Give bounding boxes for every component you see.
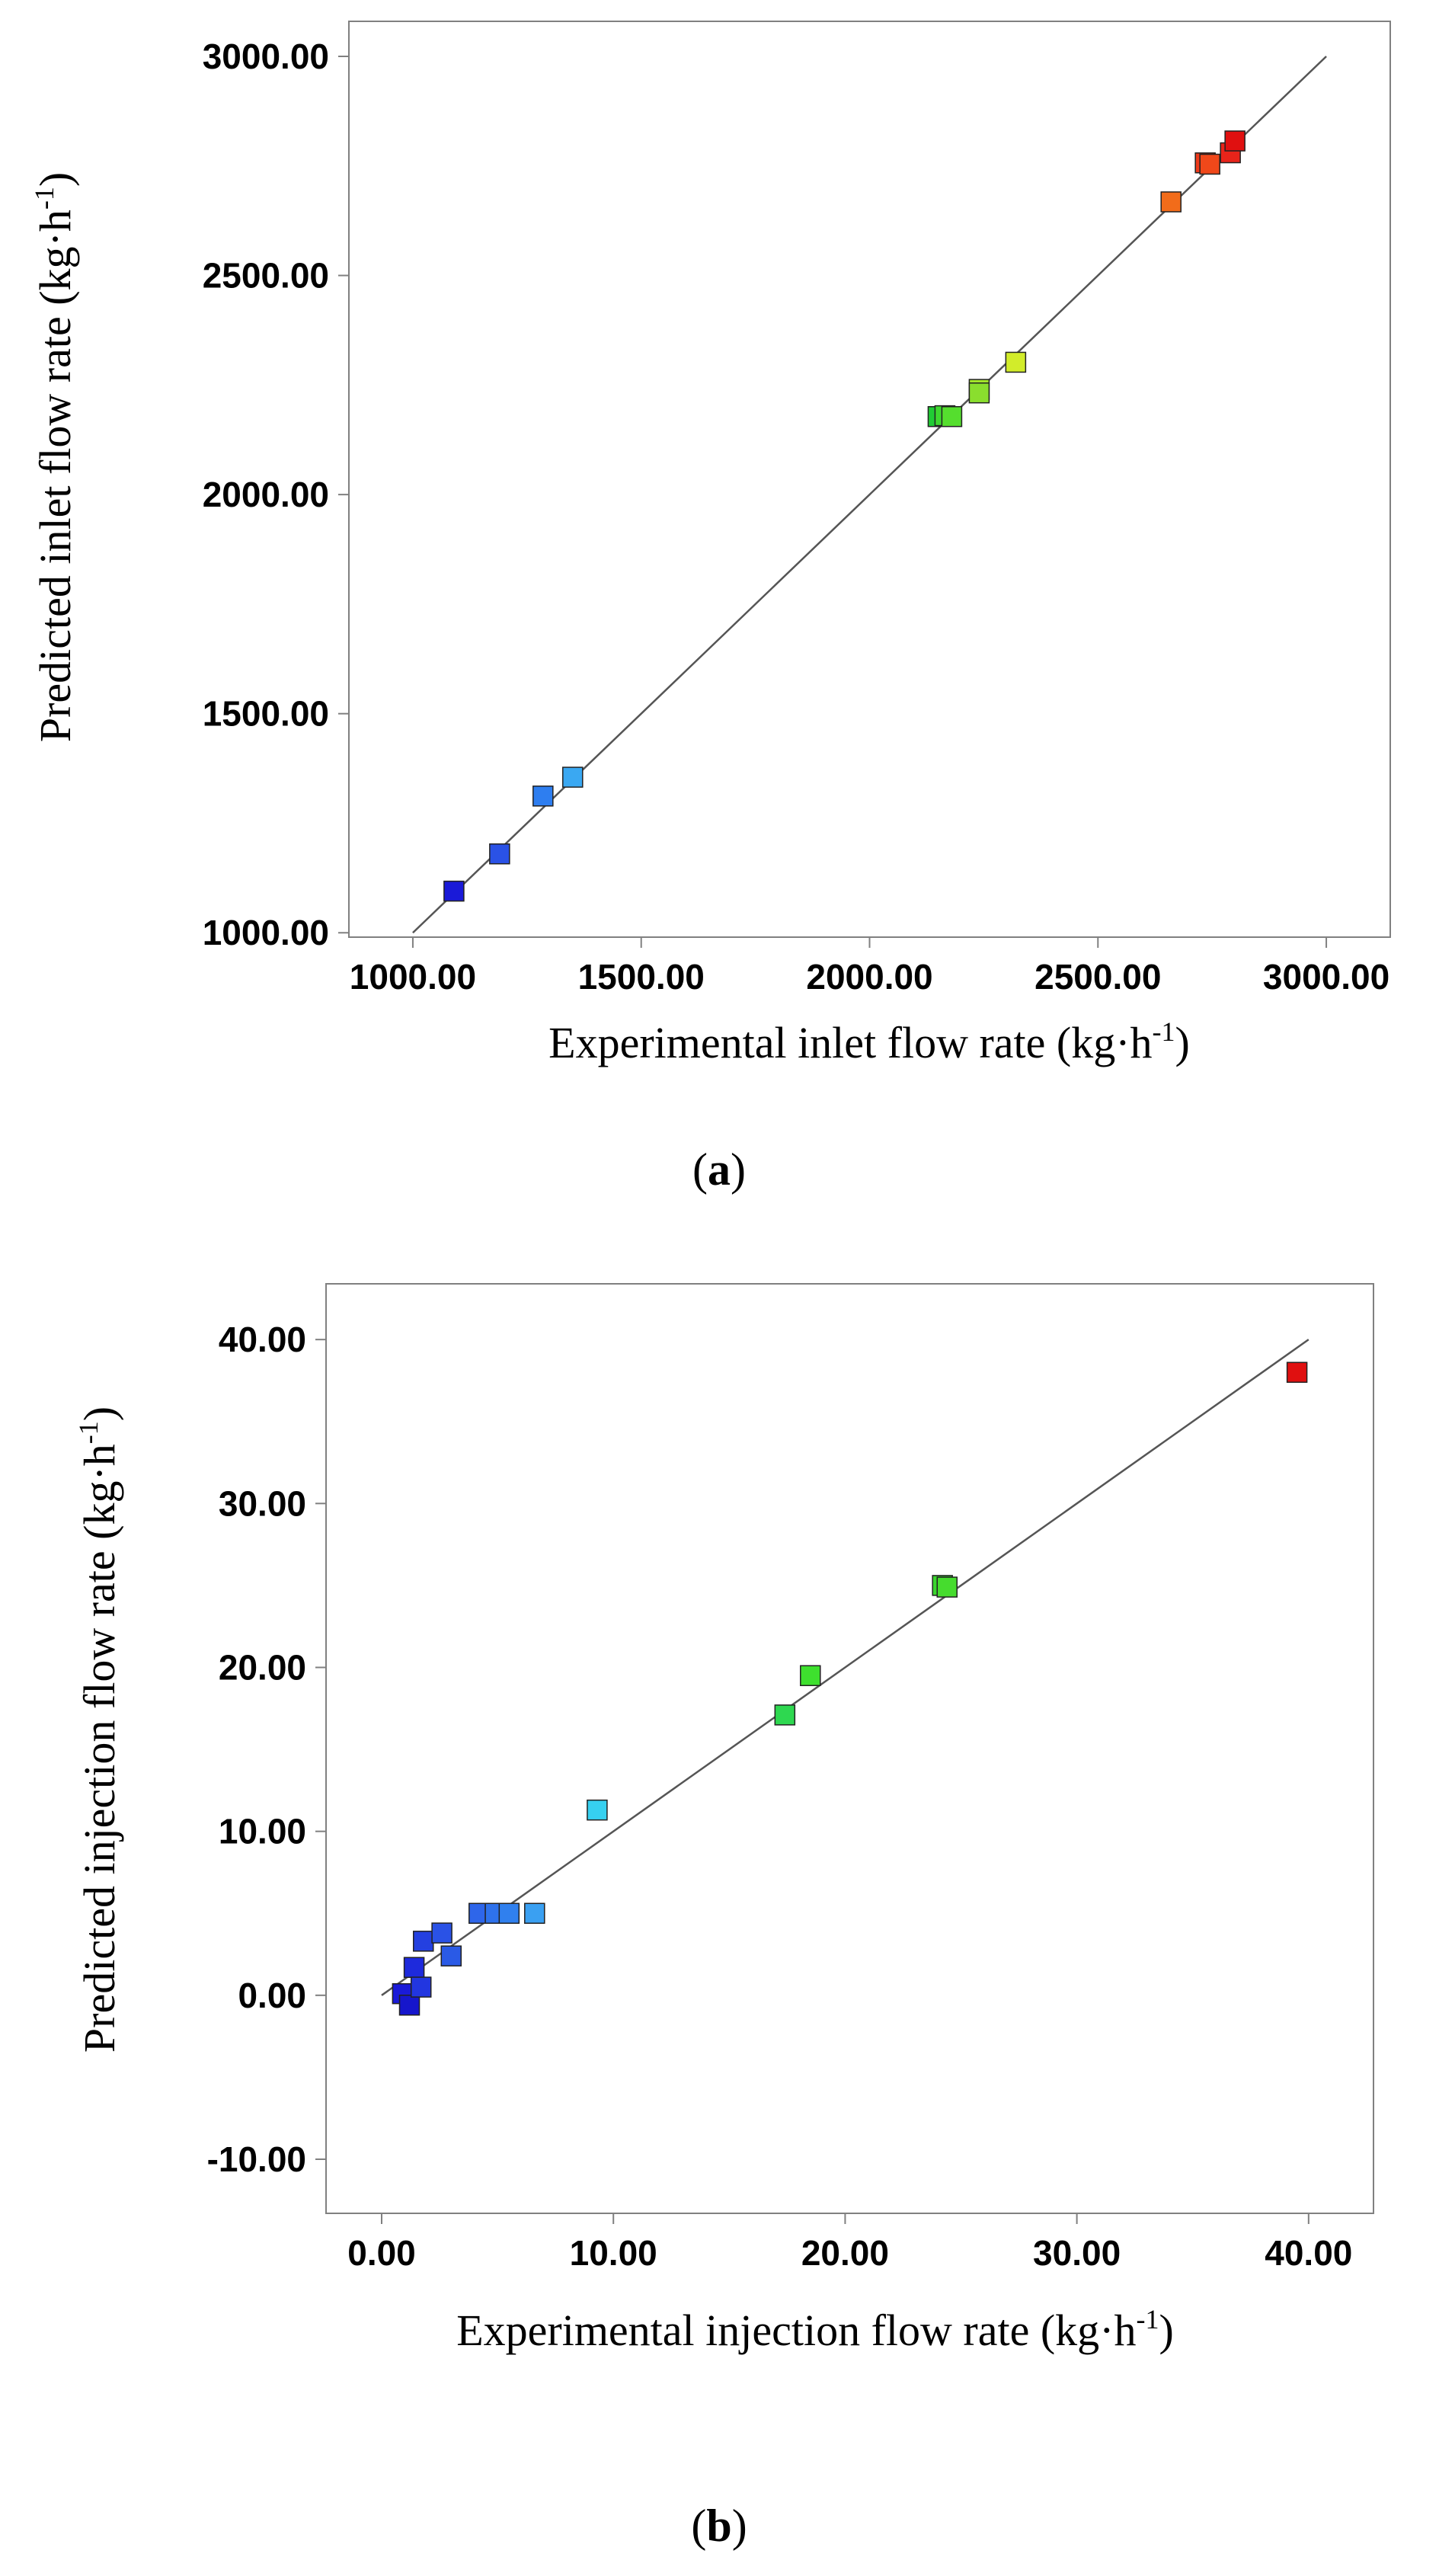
panel-b: 0.00 10.00 20.00 30.00 40.00 -10.00 0.00 10.00…: [73, 1283, 1374, 2551]
data-point-b-11: [587, 1799, 608, 1821]
data-point-a-12: [1199, 153, 1220, 175]
data-point-b-12: [774, 1704, 796, 1726]
y-tick-label-b-1: 0.00: [238, 1976, 306, 2015]
x-tick-label-b-1: 10.00: [570, 2233, 657, 2273]
x-tick-label-a-4: 3000.00: [1263, 957, 1389, 997]
x-tick-label-b-0: 0.00: [347, 2233, 416, 2273]
data-point-b-4: [413, 1931, 434, 1952]
x-tick-label-b-2: 20.00: [801, 2233, 889, 2273]
y-tick-label-b-2: 10.00: [219, 1812, 306, 1851]
data-point-a-10: [1160, 191, 1182, 213]
data-point-b-6: [440, 1945, 462, 1966]
panel-a: 1000.00 1500.00 2000.00 2500.00 3000.00 1000…: [29, 21, 1391, 1195]
y-tick-label-b-5: 40.00: [219, 1320, 306, 1359]
data-point-a-6: [941, 406, 963, 427]
data-point-a-8: [968, 382, 990, 404]
data-point-b-9: [498, 1902, 520, 1924]
y-axis-label-b: Predicted injection flow rate (kg·h-1): [73, 1406, 124, 2053]
x-tick-label-a-3: 2500.00: [1034, 957, 1161, 997]
data-point-a-0: [443, 880, 465, 902]
y-tick-label-b-4: 30.00: [219, 1483, 306, 1523]
y-tick-label-a-2: 2000.00: [203, 475, 329, 514]
panel-caption-b: (b): [691, 2501, 747, 2551]
y-tick-label-b-3: 20.00: [219, 1647, 306, 1687]
panel-caption-a: (a): [692, 1144, 746, 1195]
data-point-b-2: [403, 1957, 425, 1978]
x-tick-label-a-0: 1000.00: [350, 957, 476, 997]
y-tick-label-a-3: 2500.00: [203, 256, 329, 296]
data-point-b-10: [524, 1902, 545, 1924]
data-point-b-5: [431, 1922, 452, 1944]
data-point-b-1: [398, 1994, 421, 2016]
y-axis-label-a: Predicted inlet flow rate (kg·h-1): [29, 172, 80, 742]
x-tick-label-a-2: 2000.00: [806, 957, 932, 997]
reference-line-b: [381, 1339, 1309, 1996]
data-point-b-3: [410, 1976, 432, 1998]
data-point-a-3: [562, 766, 584, 788]
data-point-a-9: [1005, 351, 1027, 373]
data-point-b-15: [936, 1576, 958, 1598]
plot-frame-b: [325, 1283, 1374, 2214]
data-point-b-13: [800, 1665, 821, 1687]
x-tick-label-b-4: 40.00: [1265, 2233, 1352, 2273]
x-tick-label-b-3: 30.00: [1033, 2233, 1121, 2273]
x-axis-label-a: Experimental inlet flow rate (kg·h-1): [548, 1016, 1190, 1067]
data-point-a-1: [489, 843, 510, 865]
y-tick-label-a-1: 1500.00: [203, 694, 329, 734]
data-point-a-2: [532, 786, 554, 807]
x-axis-label-b: Experimental injection flow rate (kg·h-1…: [456, 2304, 1174, 2355]
x-tick-label-a-1: 1500.00: [578, 957, 705, 997]
data-point-b-16: [1286, 1362, 1308, 1383]
y-tick-label-a-0: 1000.00: [203, 913, 329, 952]
data-point-a-14: [1224, 130, 1246, 152]
y-tick-label-b-0: -10.00: [207, 2139, 306, 2179]
y-tick-label-a-4: 3000.00: [203, 37, 329, 76]
